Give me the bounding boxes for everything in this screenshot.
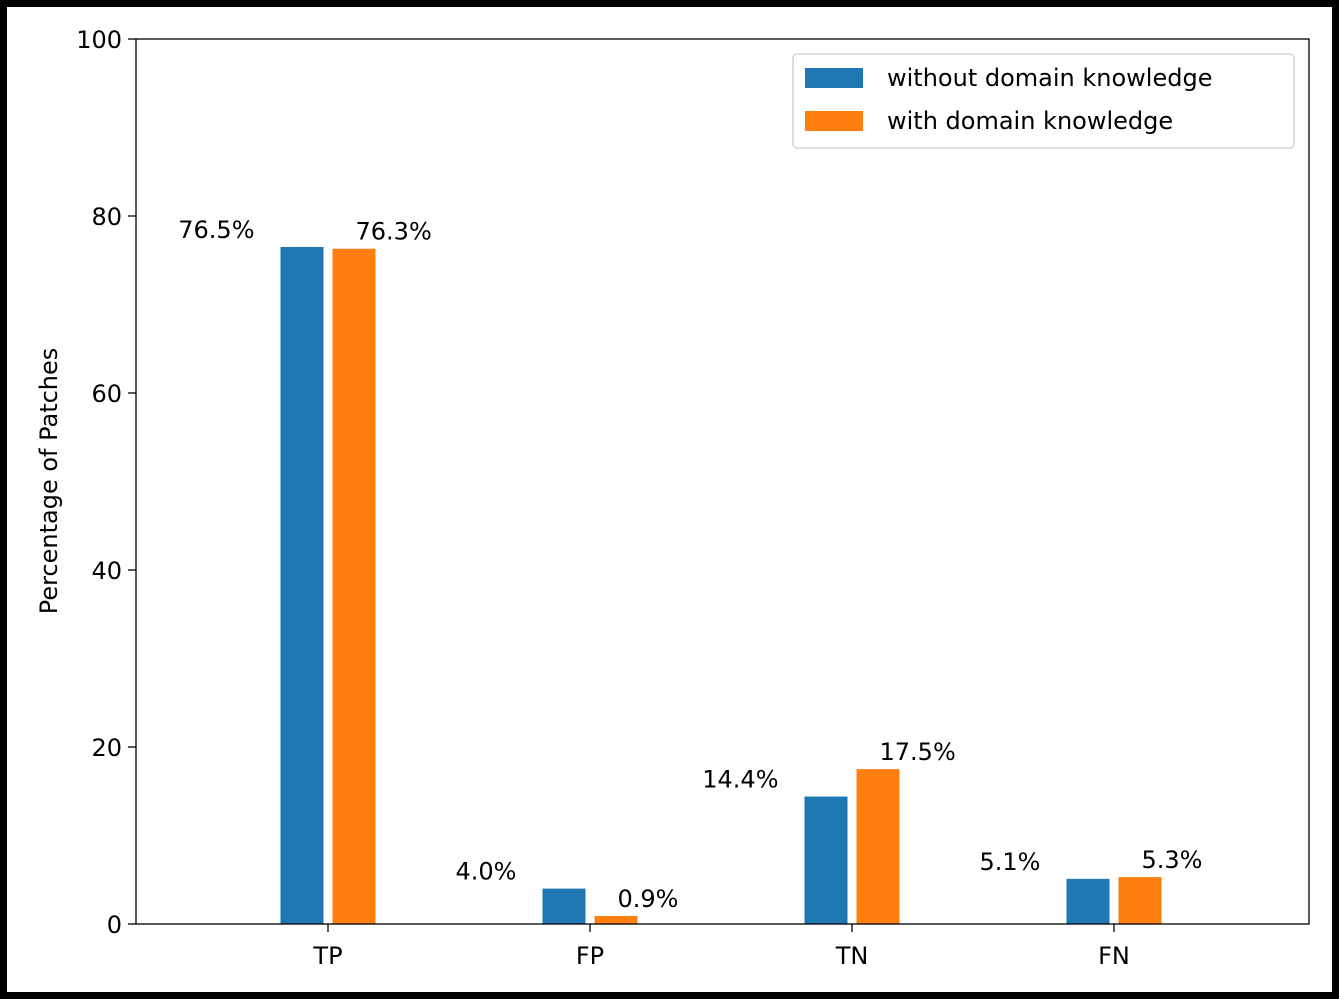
bars-layer [280,246,1162,925]
data-label-fp-series-1: 4.0% [456,858,517,886]
x-tick-label: FN [1098,942,1130,970]
bar-fn-series-1 [1066,878,1110,924]
bar-tn-series-1 [804,796,848,924]
chart-frame: 76.5% 4.0% 14.4% 5.1% 76.3% 0.9% 17.5% 5.3% 0 20… [7,7,1332,992]
legend-swatch [805,68,863,88]
bar-fn-series-2 [1118,877,1162,924]
x-tick-label: TN [835,942,869,970]
bar-fp-series-1 [542,888,586,924]
y-tick-label: 20 [91,734,122,762]
bar-tp-series-2 [332,248,376,924]
x-tick-label: TP [312,942,342,970]
legend: without domain knowledge with domain know… [792,53,1295,149]
plot-frame [135,38,1310,925]
y-axis-label: Percentage of Patches [35,348,63,615]
data-label-tn-series-1: 14.4% [702,766,778,794]
bar-tp-series-1 [280,246,324,925]
data-label-tp-series-1: 76.5% [178,216,254,244]
y-tick-label: 0 [107,911,122,939]
data-label-tp-series-2: 76.3% [356,218,432,246]
legend-label: without domain knowledge [887,64,1212,92]
legend-label: with domain knowledge [887,107,1173,135]
legend-swatch [805,111,863,131]
legend-box [792,53,1295,149]
y-tick-label: 40 [91,557,122,585]
data-label-fn-series-2: 5.3% [1142,846,1203,874]
bar-tn-series-2 [856,769,900,924]
data-labels-layer: 76.5% 4.0% 14.4% 5.1% 76.3% 0.9% 17.5% 5.3% [178,216,1202,913]
data-label-tn-series-2: 17.5% [880,738,956,766]
y-tick-label: 60 [91,380,122,408]
x-tick-label: FP [576,942,604,970]
y-tick-label: 80 [91,203,122,231]
bar-chart: 76.5% 4.0% 14.4% 5.1% 76.3% 0.9% 17.5% 5.3% 0 20… [35,26,1310,970]
data-label-fp-series-2: 0.9% [618,885,679,913]
axes-layer: 0 20 40 60 80 100 TP FP TN FN [76,26,1310,970]
y-tick-label: 100 [76,26,122,54]
bar-fp-series-2 [594,916,638,924]
data-label-fn-series-1: 5.1% [980,848,1041,876]
